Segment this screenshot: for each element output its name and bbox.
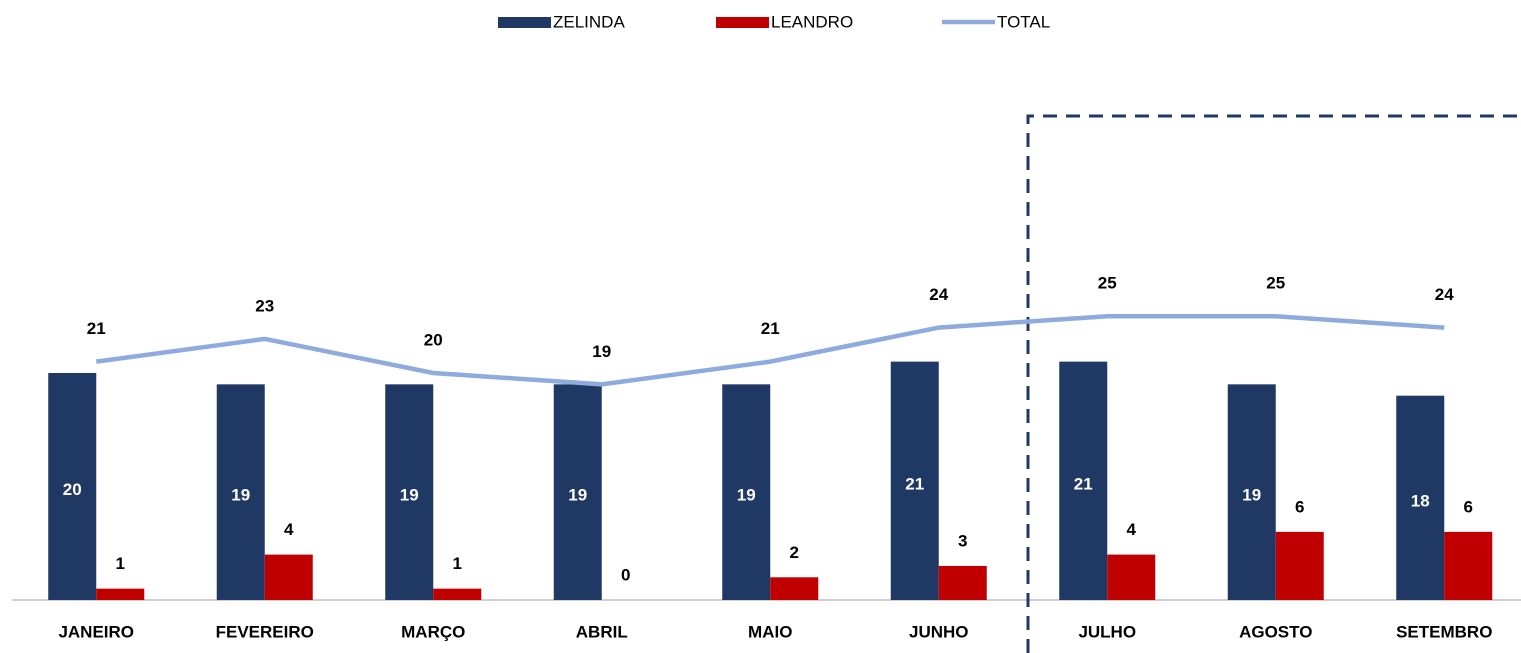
x-tick-label: MARÇO <box>401 622 465 641</box>
value-label: 4 <box>1127 520 1137 539</box>
forecast-box <box>1026 114 1521 653</box>
x-tick-label: MAIO <box>748 622 792 641</box>
bar <box>1107 554 1156 600</box>
legend-label: ZELINDA <box>553 12 625 31</box>
value-label: 19 <box>592 342 611 361</box>
value-label: 18 <box>1411 491 1430 510</box>
legend-label: LEANDRO <box>771 12 853 31</box>
x-tick-label: FEVEREIRO <box>216 622 314 641</box>
value-label: 19 <box>400 486 419 505</box>
value-label: 2 <box>790 543 799 562</box>
value-label: 19 <box>1242 486 1261 505</box>
value-label: 24 <box>929 285 948 304</box>
value-label: 20 <box>63 480 82 499</box>
bar <box>433 588 482 600</box>
bar <box>264 554 313 600</box>
bar <box>385 384 434 600</box>
bar <box>770 577 819 600</box>
value-label: 1 <box>453 554 462 573</box>
value-label: 6 <box>1464 497 1473 516</box>
value-label: 21 <box>905 474 924 493</box>
x-tick-label: JANEIRO <box>58 622 134 641</box>
bar <box>1059 361 1108 600</box>
value-label: 3 <box>958 531 967 550</box>
bar <box>216 384 265 600</box>
bar <box>1227 384 1276 600</box>
x-tick-label: JULHO <box>1078 622 1136 641</box>
value-label: 19 <box>231 486 250 505</box>
value-label: 20 <box>424 330 443 349</box>
value-label: 4 <box>284 520 294 539</box>
bar <box>553 384 602 600</box>
value-label: 23 <box>255 296 274 315</box>
bar <box>96 588 145 600</box>
bar <box>48 372 97 600</box>
value-label: 25 <box>1098 274 1117 293</box>
x-tick-label: ABRIL <box>576 622 628 641</box>
line <box>95 313 1445 387</box>
value-label: 6 <box>1295 497 1304 516</box>
bar <box>938 565 987 600</box>
value-label: 0 <box>621 565 630 584</box>
bar <box>1444 531 1493 600</box>
value-label: 1 <box>116 554 125 573</box>
x-tick-label: SETEMBRO <box>1396 622 1492 641</box>
bar <box>1396 395 1445 600</box>
value-label: 19 <box>568 486 587 505</box>
value-label: 21 <box>761 319 780 338</box>
bar <box>722 384 771 600</box>
value-label: 25 <box>1266 274 1285 293</box>
value-label: 21 <box>87 319 106 338</box>
legend-label: TOTAL <box>997 12 1050 31</box>
bar <box>890 361 939 600</box>
value-label: 24 <box>1435 285 1454 304</box>
legend-swatch <box>716 17 769 28</box>
legend-swatch <box>498 17 551 28</box>
x-tick-label: JUNHO <box>909 622 969 641</box>
value-label: 19 <box>737 486 756 505</box>
x-tick-label: AGOSTO <box>1239 622 1312 641</box>
bar <box>1275 531 1324 600</box>
value-label: 21 <box>1074 474 1093 493</box>
